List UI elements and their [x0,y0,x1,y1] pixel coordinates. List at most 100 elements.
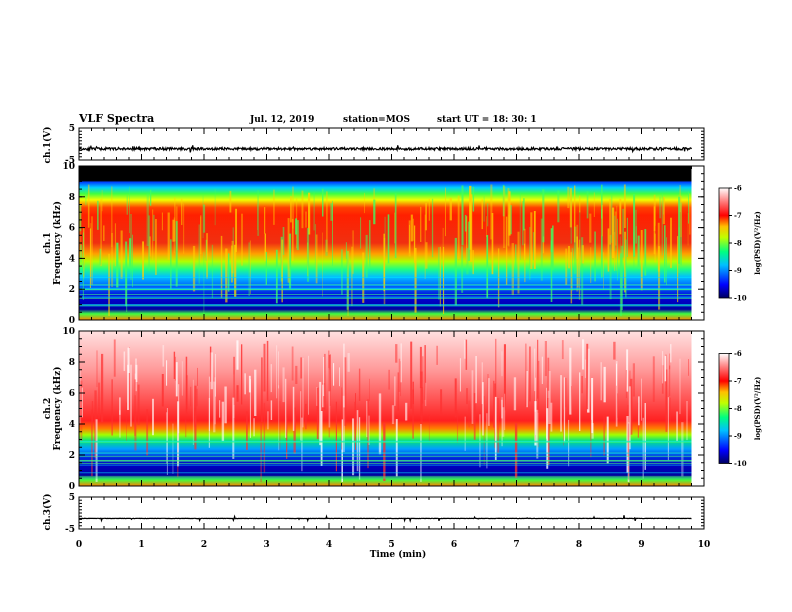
ch1-spectrogram-streak [414,247,417,313]
ch2-spectrogram-streak [488,378,490,426]
ch2-spectrogram-streak [366,400,368,438]
ch2-spectrogram-streak [278,351,279,389]
ch2-spectrogram-streak [466,388,468,405]
ch2-spectrogram-streak [300,391,302,441]
ch1-spectrogram-streak [424,214,426,279]
ch2-spectrogram-streak [319,381,322,446]
ch2-spectrogram-streak [130,364,132,427]
ch2-spectrogram-streak [146,409,149,456]
ch1-spectrogram-streak [352,230,354,274]
ch2-spectrogram-streak [135,358,137,392]
ch1-spectrogram-streak [542,236,545,254]
ch2-spectrogram-streak [339,367,340,387]
ch2-spectrogram-streak [181,361,183,396]
ch1-spectrogram-streak [687,213,689,246]
ch1-spectrogram-hline [79,294,692,295]
ch2-spectrogram-streak [497,398,500,454]
ch2-spectrogram-streak [213,381,216,433]
ch1-spectrogram-streak [153,214,155,241]
ch2-spectrogram-streak [367,399,369,469]
ch2-spectrogram-streak [501,351,503,377]
ch1-spectrogram-streak [214,188,216,226]
ch2-spectrogram-colorbar-label: log(PSD)(V²/Hz) [753,377,762,441]
ch2-spectrogram-streak [440,389,443,415]
ch1-spectrogram-streak [273,189,275,225]
ch2-spectrogram-streak [568,419,570,467]
ch2-spectrogram-streak [493,380,495,428]
ch1-spectrogram-streak [181,198,183,225]
ch2-spectrogram-hline [79,477,692,479]
ch1-spectrogram-streak [203,204,206,233]
ch2-spectrogram-streak [94,390,97,458]
ch1-spectrogram-streak [666,237,667,286]
ch1-spectrogram-streak [148,215,150,271]
ch1-spectrogram-streak [491,213,494,275]
ch1-spectrogram-streak [149,189,152,206]
ch2-spectrogram-streak [454,378,457,418]
ch2-spectrogram-streak [502,407,505,437]
ch2-spectrogram-ytick-label: 10 [62,327,75,337]
ch1-spectrogram-ylabel: ch.1 [43,232,53,253]
ch1-spectrogram-streak [79,204,82,232]
ch1-spectrogram-streak [443,246,445,314]
ch2-spectrogram-streak [679,358,681,415]
ch2-spectrogram-streak [236,385,239,402]
ch1-spectrogram-streak [633,194,636,257]
ch1-spectrogram-streak [167,212,170,260]
ch2-spectrogram-streak [587,348,590,413]
ch2-spectrogram-streak [219,400,221,418]
ch1-spectrogram-streak [688,191,689,224]
ch2-spectrogram-streak [244,373,246,395]
ch2-spectrogram-streak [282,367,285,403]
ch1-spectrogram-streak [211,244,214,298]
ch2-spectrogram-streak [482,382,484,436]
ch1-spectrogram-streak [579,195,581,213]
ch1-spectrogram-streak [425,202,427,231]
ch1-spectrogram-streak [384,216,386,257]
ch2-spectrogram-streak [260,422,262,482]
ch1-spectrogram-streak [205,239,207,261]
ch1-spectrogram-streak [79,201,81,256]
ch1-spectrogram-streak [659,196,662,219]
ch1-spectrogram-streak [341,249,343,295]
ch1-spectrogram-streak [91,216,93,285]
ch1-spectrogram-streak [103,225,105,241]
ch2-spectrogram-streak [300,357,303,379]
ch3-voltage-ytick-label: -5 [65,525,75,535]
ch1-spectrogram-streak [126,249,128,312]
ch1-spectrogram-streak [472,186,475,212]
ch2-spectrogram-streak [341,419,343,482]
ch2-spectrogram-streak [514,422,518,479]
ch2-spectrogram-streak [368,415,370,445]
ch2-spectrogram-streak [616,363,617,386]
ch2-spectrogram-streak [464,416,466,451]
ch1-spectrogram-streak [202,195,204,239]
ch2-spectrogram-streak [606,416,609,464]
ch2-spectrogram-streak [468,400,470,428]
time-axis: 0 1 2 3 4 5 6 7 8 9 10 [76,540,710,550]
ch1-spectrogram-streak [412,218,414,241]
ch1-spectrogram-streak [387,214,390,264]
ch2-spectrogram-streak [98,382,101,419]
ch1-spectrogram-streak [275,249,278,304]
ch1-spectrogram-streak [503,186,506,248]
ch2-spectrogram-streak [276,345,278,399]
ch2-spectrogram-streak [394,376,396,406]
ch2-spectrogram-streak [563,377,566,443]
ch2-spectrogram-streak [209,346,212,382]
ch1-spectrogram-streak [282,227,285,255]
ch1-spectrogram-streak [654,201,656,226]
ch2-spectrogram-ylabel: ch.2 [43,398,53,419]
ch1-spectrogram-streak [281,239,283,303]
ch1-spectrogram-streak [579,210,581,264]
ch2-spectrogram-streak [316,387,319,440]
time-tick-label: 8 [576,540,582,550]
ch1-spectrogram-streak [644,229,647,276]
ch2-spectrogram-streak [177,401,180,467]
ch1-spectrogram-streak [249,240,251,294]
ch1-spectrogram-streak [296,220,299,251]
ch2-spectrogram-streak [615,361,618,427]
ch2-spectrogram-streak [253,418,255,437]
ch1-spectrogram-streak [220,235,223,298]
ch1-spectrogram-streak [576,224,579,292]
